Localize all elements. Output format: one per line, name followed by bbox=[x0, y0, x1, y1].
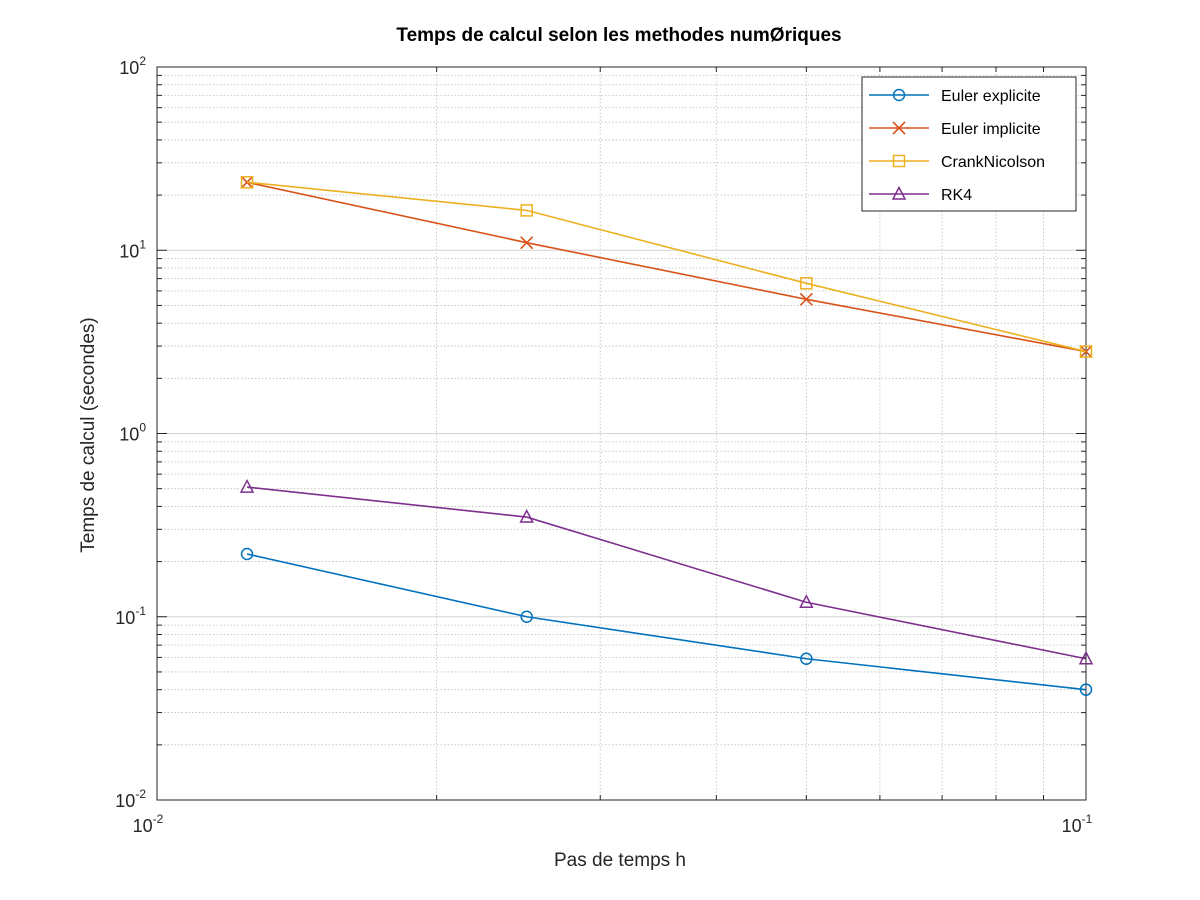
y-axis-label: Temps de calcul (secondes) bbox=[78, 317, 99, 553]
x-tick-label: 10-2 bbox=[133, 812, 164, 836]
y-tick-label-exponent: 1 bbox=[139, 237, 146, 251]
series-1 bbox=[240, 175, 1093, 359]
series-3 bbox=[239, 478, 1094, 665]
data-point-square-marker bbox=[1079, 345, 1093, 358]
series-line bbox=[246, 181, 1087, 353]
data-point-x-marker bbox=[799, 292, 813, 306]
y-tick-label-exponent: -1 bbox=[135, 604, 146, 618]
legend-label: Euler implicite bbox=[941, 121, 1041, 138]
y-tick-label: 102 bbox=[119, 54, 146, 78]
y-tick-label-exponent: -2 bbox=[135, 787, 146, 801]
data-point-square-marker bbox=[240, 176, 254, 189]
y-tick-label-base: 10 bbox=[115, 608, 135, 628]
legend-x-marker bbox=[892, 121, 906, 135]
series-0 bbox=[240, 547, 1093, 696]
legend-item: Euler explicite bbox=[869, 88, 1041, 105]
y-tick-label-exponent: 0 bbox=[139, 421, 146, 435]
legend-item: CrankNicolson bbox=[869, 154, 1045, 171]
data-point-x-marker bbox=[240, 175, 254, 189]
x-axis-label: Pas de temps h bbox=[554, 850, 686, 871]
data-point-circle-marker bbox=[240, 547, 254, 561]
x-tick-label-base: 10 bbox=[133, 816, 153, 836]
y-tick-label-base: 10 bbox=[119, 425, 139, 445]
legend-item: Euler implicite bbox=[869, 121, 1041, 138]
legend-square-marker bbox=[892, 154, 906, 168]
legend-label: RK4 bbox=[941, 187, 972, 204]
x-tick-label-exponent: -1 bbox=[1082, 812, 1093, 826]
axis-ticks bbox=[156, 67, 1086, 801]
data-point-square-marker bbox=[520, 204, 533, 217]
y-tick-label: 101 bbox=[119, 237, 146, 261]
x-axis-tick-labels: 10-2 10-1 bbox=[133, 812, 1093, 836]
y-tick-label-base: 10 bbox=[115, 791, 135, 811]
y-tick-label-base: 10 bbox=[119, 58, 139, 78]
data-point-square-marker bbox=[800, 277, 813, 290]
data-point-triangle-marker bbox=[239, 478, 255, 493]
legend-item: RK4 bbox=[869, 185, 972, 204]
legend-circle-marker bbox=[892, 88, 906, 102]
series-line bbox=[246, 553, 1087, 691]
x-tick-label: 10-1 bbox=[1062, 812, 1093, 836]
series-line bbox=[246, 181, 1087, 353]
y-tick-label-exponent: 2 bbox=[139, 54, 146, 68]
series-line bbox=[246, 486, 1087, 660]
legend-triangle-marker bbox=[891, 185, 907, 200]
x-tick-label-exponent: -2 bbox=[153, 812, 164, 826]
data-point-circle-marker bbox=[1079, 683, 1093, 696]
y-tick-label: 100 bbox=[119, 421, 146, 445]
legend: Euler explicite Euler implicite CrankNicol… bbox=[861, 76, 1077, 212]
series-layer bbox=[239, 175, 1094, 696]
series-2 bbox=[240, 176, 1093, 358]
chart-title: Temps de calcul selon les methodes numØr… bbox=[396, 25, 841, 46]
data-point-triangle-marker bbox=[1078, 650, 1094, 665]
data-point-triangle-marker bbox=[519, 508, 534, 523]
y-tick-label: 10-2 bbox=[115, 787, 146, 811]
data-point-triangle-marker bbox=[799, 594, 814, 608]
x-tick-label-base: 10 bbox=[1062, 816, 1082, 836]
legend-label: Euler explicite bbox=[941, 88, 1041, 105]
y-tick-label: 10-1 bbox=[115, 604, 146, 628]
data-point-circle-marker bbox=[520, 610, 533, 623]
legend-label: CrankNicolson bbox=[941, 154, 1045, 171]
y-tick-label-base: 10 bbox=[119, 241, 139, 261]
data-point-circle-marker bbox=[800, 652, 813, 665]
data-point-x-marker bbox=[520, 236, 534, 250]
